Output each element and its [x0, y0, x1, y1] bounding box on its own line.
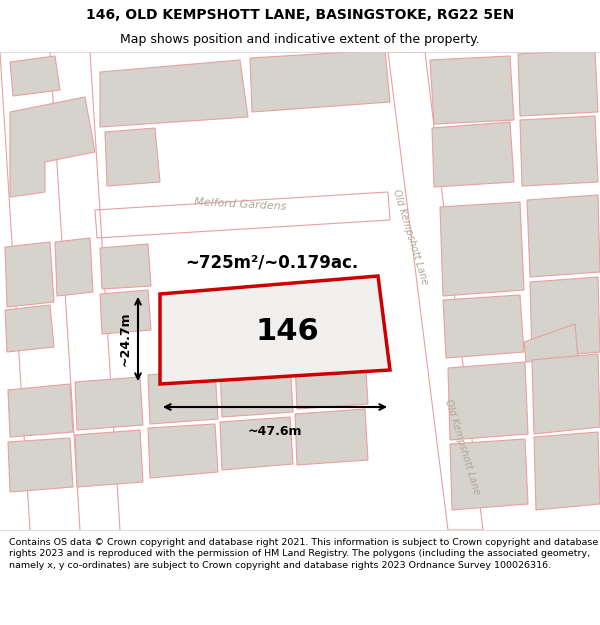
Polygon shape — [220, 417, 293, 470]
Text: ~725m²/~0.179ac.: ~725m²/~0.179ac. — [185, 253, 358, 271]
Polygon shape — [5, 305, 54, 352]
Polygon shape — [520, 116, 598, 186]
Polygon shape — [160, 276, 390, 384]
Polygon shape — [8, 384, 73, 437]
Polygon shape — [440, 202, 524, 296]
Polygon shape — [388, 52, 483, 530]
Text: 146, OLD KEMPSHOTT LANE, BASINGSTOKE, RG22 5EN: 146, OLD KEMPSHOTT LANE, BASINGSTOKE, RG… — [86, 8, 514, 21]
Text: ~47.6m: ~47.6m — [248, 425, 302, 438]
Polygon shape — [10, 97, 95, 197]
Text: Old Kempshott Lane: Old Kempshott Lane — [443, 398, 481, 496]
Polygon shape — [95, 192, 390, 238]
Polygon shape — [430, 56, 514, 124]
Text: ~24.7m: ~24.7m — [119, 312, 132, 366]
Polygon shape — [5, 242, 54, 307]
Polygon shape — [10, 56, 60, 96]
Polygon shape — [443, 295, 524, 358]
Polygon shape — [295, 409, 368, 465]
Polygon shape — [532, 354, 600, 434]
Polygon shape — [534, 432, 600, 510]
Polygon shape — [148, 369, 218, 424]
Polygon shape — [148, 424, 218, 478]
Polygon shape — [448, 362, 528, 440]
Polygon shape — [75, 377, 143, 430]
Polygon shape — [450, 439, 528, 510]
Polygon shape — [295, 354, 368, 409]
Polygon shape — [432, 122, 514, 187]
Polygon shape — [105, 128, 160, 186]
Polygon shape — [75, 430, 143, 487]
Text: 146: 146 — [255, 316, 319, 346]
Polygon shape — [220, 361, 293, 417]
Text: Map shows position and indicative extent of the property.: Map shows position and indicative extent… — [120, 32, 480, 46]
Polygon shape — [100, 244, 151, 289]
Polygon shape — [518, 50, 598, 116]
Polygon shape — [55, 238, 93, 296]
Polygon shape — [527, 195, 600, 277]
Polygon shape — [524, 324, 578, 362]
Polygon shape — [100, 60, 248, 127]
Polygon shape — [250, 50, 390, 112]
Text: Melford Gardens: Melford Gardens — [194, 197, 286, 211]
Polygon shape — [100, 290, 151, 334]
Polygon shape — [530, 277, 600, 358]
Polygon shape — [8, 438, 73, 492]
Text: Contains OS data © Crown copyright and database right 2021. This information is : Contains OS data © Crown copyright and d… — [9, 538, 598, 570]
Text: Old Kempshott Lane: Old Kempshott Lane — [391, 188, 429, 286]
